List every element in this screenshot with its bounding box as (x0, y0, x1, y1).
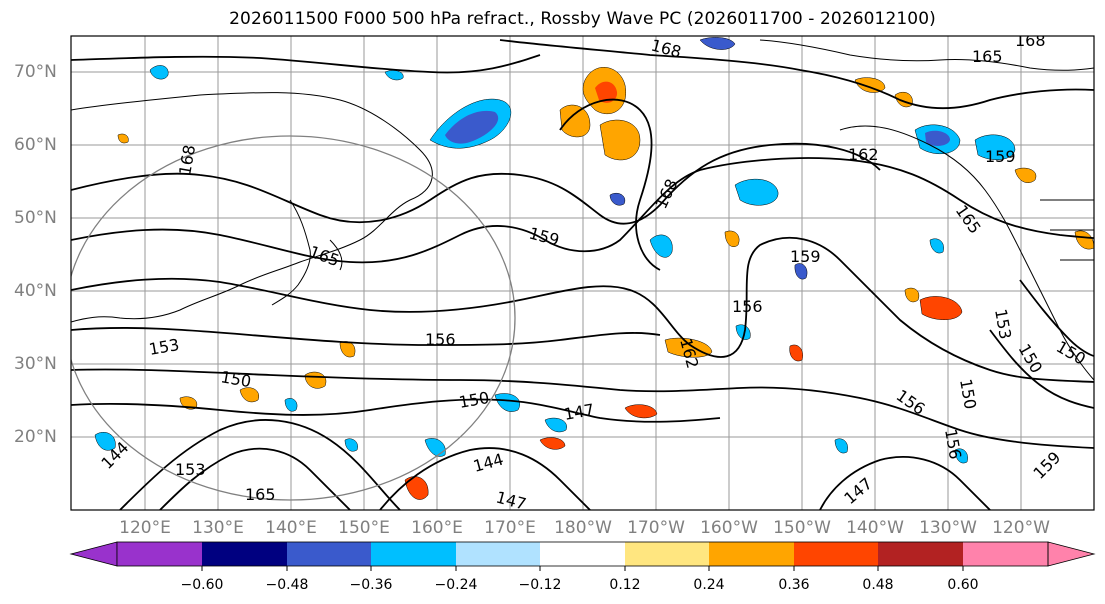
shade-blob (834, 438, 848, 454)
contour-label: 165 (245, 485, 276, 504)
colorbar-tickmarks (201, 566, 964, 571)
colorbar-extend-min (69, 541, 118, 567)
contour-label: 165 (972, 47, 1003, 66)
lon-label: 180°W (554, 518, 612, 538)
colorbar-swatch (878, 542, 963, 566)
contour-label: 168 (1015, 31, 1046, 50)
contour-label: 159 (790, 247, 821, 266)
lon-label: 150°E (338, 518, 390, 538)
shade-blob (1014, 167, 1037, 183)
lon-label: 140°E (265, 518, 317, 538)
colorbar-extend-max (1047, 541, 1096, 567)
shade-blob (904, 287, 920, 303)
contour-label: 156 (425, 330, 456, 349)
shade-blob (925, 130, 950, 146)
shade-blob (724, 230, 740, 248)
shade-blob (424, 438, 446, 457)
shade-blob (624, 404, 658, 419)
colorbar-swatch (456, 542, 540, 566)
lon-label: 160°E (411, 518, 463, 538)
lon-label: 170°W (627, 518, 685, 538)
shade-blob (559, 104, 591, 138)
lat-label: 30°N (14, 354, 57, 374)
colorbar-tick-label: 0.48 (862, 577, 894, 593)
colorbar-swatch (963, 542, 1048, 566)
shade-blob (544, 417, 567, 433)
shade-blob (789, 344, 803, 362)
shade-blob (1074, 230, 1094, 250)
colorbar-swatch (117, 542, 202, 566)
contour-label: 153 (175, 460, 206, 479)
shade-blob (735, 324, 751, 340)
shade-blob (954, 448, 968, 464)
colorbar-tick-label: 0.36 (778, 577, 810, 593)
colorbar-tick-label: 0.24 (693, 577, 725, 593)
shade-blob (734, 178, 779, 206)
shade-blob (494, 393, 520, 412)
rossby-circle (71, 135, 516, 501)
shaded-fields (94, 37, 1094, 500)
colorbar-swatch (709, 542, 794, 566)
colorbar (69, 541, 1096, 571)
contour-label: 162 (848, 145, 879, 164)
lon-label: 130°E (192, 518, 244, 538)
lat-label: 60°N (14, 135, 57, 155)
lat-label: 40°N (14, 281, 57, 301)
colorbar-tick-label: 0.12 (609, 577, 641, 593)
lat-label: 50°N (14, 208, 57, 228)
shade-blob (599, 119, 641, 161)
colorbar-tick-label: −0.12 (518, 577, 562, 593)
shade-blob (699, 37, 736, 50)
lon-label: 120°W (992, 518, 1050, 538)
shade-blob (794, 263, 808, 280)
colorbar-tick-label: −0.36 (349, 577, 393, 593)
shade-blob (117, 133, 129, 144)
contour-label: 147 (494, 488, 528, 514)
lon-label: 160°W (700, 518, 758, 538)
refractivity-map: 168 168 165 168 165 168 159 159 162 159 … (70, 31, 1095, 514)
shade-blob (539, 437, 566, 450)
lon-label: 140°W (846, 518, 904, 538)
colorbar-tick-label: −0.48 (265, 577, 309, 593)
map-title: 2026011500 F000 500 hPa refract., Rossby… (229, 9, 936, 29)
contour-label: 156 (732, 297, 763, 316)
lon-label: 120°E (119, 518, 171, 538)
lon-label: 130°W (919, 518, 977, 538)
colorbar-swatch (287, 542, 371, 566)
lon-label: 150°W (773, 518, 831, 538)
shade-blob (94, 432, 116, 451)
colorbar-frame (116, 541, 1049, 567)
shade-blob (149, 65, 169, 80)
shade-blob (609, 192, 626, 206)
colorbar-swatch (540, 542, 625, 566)
shade-blob (239, 387, 260, 403)
shade-blob (649, 234, 673, 258)
map-frame (70, 35, 1095, 511)
colorbar-swatch (794, 542, 878, 566)
colorbar-swatch (371, 542, 456, 566)
shade-blob (919, 296, 963, 320)
lat-label: 20°N (14, 427, 57, 447)
colorbar-swatch (202, 542, 287, 566)
shade-blob (284, 398, 298, 412)
colorbar-tick-label: −0.60 (180, 577, 224, 593)
contour-label-group: 168 168 165 168 165 168 159 159 162 159 … (97, 31, 1089, 514)
shade-blob (595, 81, 618, 103)
shade-blob (445, 110, 499, 144)
lon-label: 170°E (484, 518, 536, 538)
contour-label: 159 (985, 147, 1016, 166)
shade-blob (974, 134, 1016, 160)
shade-blob (854, 77, 886, 93)
lat-label: 70°N (14, 62, 57, 82)
shade-blob (344, 438, 358, 452)
colorbar-tick-label: −0.24 (434, 577, 478, 593)
colorbar-swatch (625, 542, 709, 566)
colorbar-tick-label: 0.60 (947, 577, 979, 593)
shade-blob (929, 238, 944, 254)
